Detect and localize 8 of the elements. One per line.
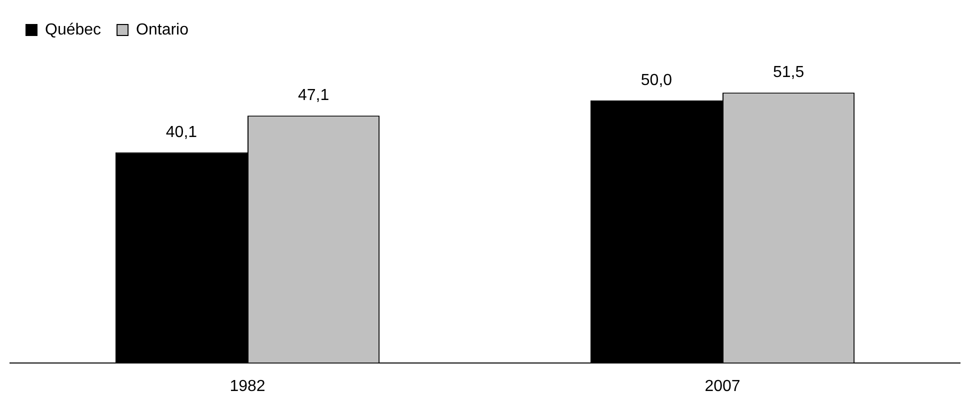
legend-label: Ontario <box>136 21 189 38</box>
data-label: 40,1 <box>166 124 198 141</box>
data-label: 51,5 <box>772 64 804 82</box>
data-label: 50,0 <box>640 72 672 89</box>
x-tick-label: 1982 <box>230 378 266 395</box>
data-label: 47,1 <box>298 87 330 104</box>
legend-label: Québec <box>45 21 102 38</box>
x-tick-label: 2007 <box>704 378 740 395</box>
